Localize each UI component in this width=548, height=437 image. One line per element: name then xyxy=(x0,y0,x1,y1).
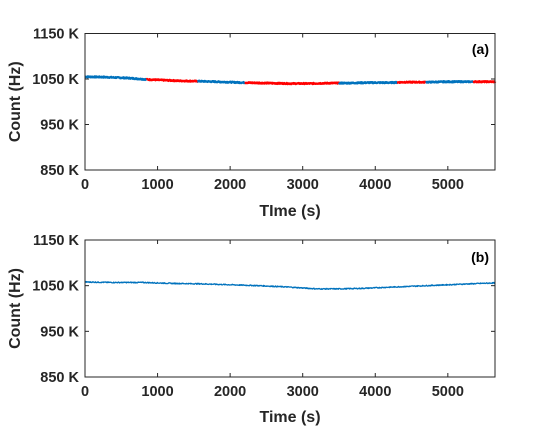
y-tick-label-b: 1050 K xyxy=(32,279,79,295)
y-tick-label-b: 850 K xyxy=(40,370,79,386)
x-tick-label-a: 1000 xyxy=(141,177,173,193)
y-tick-label-b: 1150 K xyxy=(33,233,79,249)
data-series-a-segment-3 xyxy=(196,79,246,85)
y-tick-label-a: 1050 K xyxy=(32,72,79,88)
data-series-a-segment-4 xyxy=(243,81,341,86)
y-tick-label-a: 950 K xyxy=(40,118,79,134)
data-series-b-segment-1 xyxy=(84,280,496,291)
x-tick-label-a: 4000 xyxy=(359,177,391,193)
y-tick-label-b: 950 K xyxy=(40,324,79,340)
series-layer-a xyxy=(84,75,497,86)
data-series-a-segment-8 xyxy=(472,80,497,84)
x-tick-label-a: 5000 xyxy=(432,177,464,193)
x-tick-label-b: 2000 xyxy=(214,384,246,400)
x-tick-label-a: 0 xyxy=(81,177,89,193)
y-tick-label-a: 850 K xyxy=(40,163,79,179)
x-tick-label-a: 2000 xyxy=(214,177,246,193)
data-series-a-segment-6 xyxy=(396,80,427,84)
data-series-a-segment-2 xyxy=(145,77,199,83)
axis-ticks-a: 0 1000 2000 3000 4000 5000 850 K 950 K 1050 K 115… xyxy=(32,27,495,193)
x-tick-label-b: 5000 xyxy=(432,384,464,400)
panel-label-b: (b) xyxy=(471,249,489,265)
x-tick-label-a: 3000 xyxy=(287,177,319,193)
chart-panel-b: 0 1000 2000 3000 4000 5000 850 K 950 K 1050 K 115… xyxy=(7,233,496,426)
y-axis-title-a: Count (Hz) xyxy=(7,61,24,142)
data-series-a-segment-7 xyxy=(425,80,475,84)
x-tick-label-b: 0 xyxy=(81,384,89,400)
plot-frame-b xyxy=(84,239,496,378)
x-tick-label-b: 1000 xyxy=(141,384,173,400)
y-tick-label-a: 1150 K xyxy=(33,27,79,43)
axis-ticks-b: 0 1000 2000 3000 4000 5000 850 K 950 K 1050 K 115… xyxy=(32,233,495,400)
panel-label-a: (a) xyxy=(472,41,489,57)
data-series-a-segment-1 xyxy=(84,75,148,82)
chart-panel-a: 0 1000 2000 3000 4000 5000 850 K 950 K 1050 K 115… xyxy=(7,27,497,220)
x-tick-label-b: 3000 xyxy=(287,384,319,400)
y-axis-title-b: Count (Hz) xyxy=(7,268,24,349)
x-axis-title-b: Time (s) xyxy=(259,409,320,426)
x-axis-title-a: TIme (s) xyxy=(259,203,320,220)
data-series-a-segment-5 xyxy=(337,80,399,85)
x-tick-label-b: 4000 xyxy=(359,384,391,400)
series-layer-b xyxy=(84,280,496,291)
plot-frame-a xyxy=(84,33,496,171)
